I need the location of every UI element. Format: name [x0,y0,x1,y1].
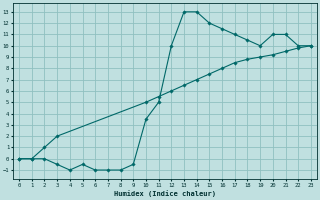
X-axis label: Humidex (Indice chaleur): Humidex (Indice chaleur) [114,190,216,197]
